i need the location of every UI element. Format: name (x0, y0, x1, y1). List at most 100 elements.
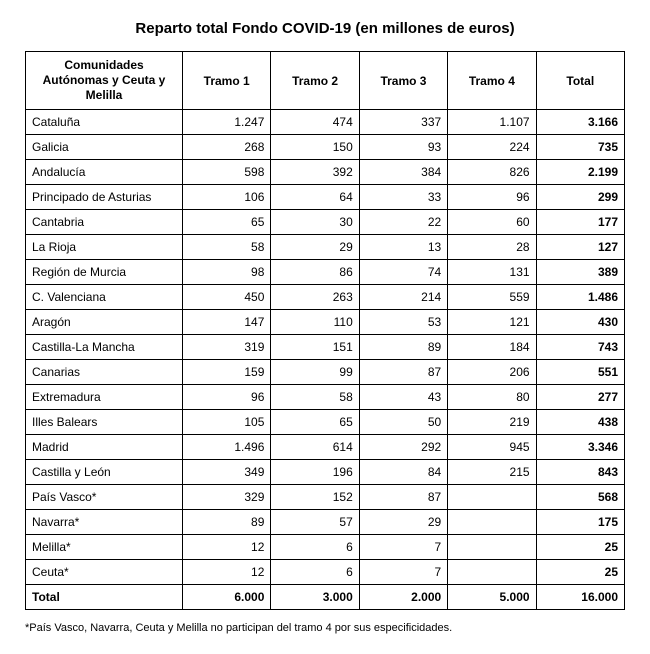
cell-total: 438 (536, 410, 624, 435)
cell-region: Cantabria (26, 210, 183, 235)
cell-tramo1: 349 (183, 460, 271, 485)
cell-region: Región de Murcia (26, 260, 183, 285)
table-row: Cantabria65302260177 (26, 210, 625, 235)
cell-tramo3: 33 (359, 185, 447, 210)
cell-region: Aragón (26, 310, 183, 335)
table-row: Madrid1.4966142929453.346 (26, 435, 625, 460)
cell-total: 3.166 (536, 110, 624, 135)
cell-total: 25 (536, 535, 624, 560)
cell-tramo4 (448, 560, 536, 585)
cell-tramo4 (448, 535, 536, 560)
cell-tramo2: 86 (271, 260, 359, 285)
cell-tramo3: 13 (359, 235, 447, 260)
cell-tramo4: 945 (448, 435, 536, 460)
cell-tramo3: 87 (359, 360, 447, 385)
cell-tramo3: 50 (359, 410, 447, 435)
cell-total: 3.346 (536, 435, 624, 460)
cell-tramo1: 106 (183, 185, 271, 210)
cell-tramo4: 826 (448, 160, 536, 185)
col-header-tramo3: Tramo 3 (359, 52, 447, 110)
cell-region: Principado de Asturias (26, 185, 183, 210)
cell-region: La Rioja (26, 235, 183, 260)
table-row: Navarra*895729175 (26, 510, 625, 535)
cell-tramo4: 28 (448, 235, 536, 260)
table-row: Extremadura96584380277 (26, 385, 625, 410)
cell-tramo2: 58 (271, 385, 359, 410)
cell-tramo3: 53 (359, 310, 447, 335)
cell-tramo1: 96 (183, 385, 271, 410)
cell-total: 735 (536, 135, 624, 160)
table-row: C. Valenciana4502632145591.486 (26, 285, 625, 310)
cell-tramo4: 184 (448, 335, 536, 360)
total-row: Total6.0003.0002.0005.00016.000 (26, 585, 625, 610)
cell-tramo3: 7 (359, 560, 447, 585)
cell-tramo4: 206 (448, 360, 536, 385)
cell-tramo2: 151 (271, 335, 359, 360)
table-row: Ceuta*1267 25 (26, 560, 625, 585)
cell-total: 430 (536, 310, 624, 335)
cell-tramo1: 12 (183, 560, 271, 585)
table-title: Reparto total Fondo COVID-19 (en millone… (25, 20, 625, 37)
cell-tramo2: 196 (271, 460, 359, 485)
cell-tramo4: 559 (448, 285, 536, 310)
cell-region: Castilla-La Mancha (26, 335, 183, 360)
cell-total: 175 (536, 510, 624, 535)
cell-tramo2: 6 (271, 560, 359, 585)
cell-tramo3: 87 (359, 485, 447, 510)
cell-tramo2: 64 (271, 185, 359, 210)
cell-tramo2: 65 (271, 410, 359, 435)
cell-region: Ceuta* (26, 560, 183, 585)
cell-total: 25 (536, 560, 624, 585)
cell-tramo4: 60 (448, 210, 536, 235)
cell-region: Andalucía (26, 160, 183, 185)
cell-tramo2: 392 (271, 160, 359, 185)
cell-region: Castilla y León (26, 460, 183, 485)
cell-total: 389 (536, 260, 624, 285)
table-row: Melilla*126725 (26, 535, 625, 560)
cell-region: Total (26, 585, 183, 610)
table-row: Castilla-La Mancha31915189184743 (26, 335, 625, 360)
cell-tramo1: 12 (183, 535, 271, 560)
cell-tramo1: 598 (183, 160, 271, 185)
cell-total: 16.000 (536, 585, 624, 610)
cell-tramo3: 22 (359, 210, 447, 235)
header-row: Comunidades Autónomas y Ceuta y Melilla … (26, 52, 625, 110)
cell-tramo1: 329 (183, 485, 271, 510)
cell-tramo4 (448, 485, 536, 510)
cell-tramo1: 159 (183, 360, 271, 385)
cell-tramo3: 2.000 (359, 585, 447, 610)
cell-region: País Vasco* (26, 485, 183, 510)
cell-total: 551 (536, 360, 624, 385)
cell-tramo1: 1.496 (183, 435, 271, 460)
table-row: Castilla y León34919684215843 (26, 460, 625, 485)
cell-tramo3: 89 (359, 335, 447, 360)
col-header-tramo1: Tramo 1 (183, 52, 271, 110)
cell-tramo4: 121 (448, 310, 536, 335)
cell-tramo2: 99 (271, 360, 359, 385)
cell-tramo1: 98 (183, 260, 271, 285)
cell-tramo2: 474 (271, 110, 359, 135)
cell-tramo1: 65 (183, 210, 271, 235)
cell-region: C. Valenciana (26, 285, 183, 310)
table-row: Aragón14711053121430 (26, 310, 625, 335)
cell-total: 843 (536, 460, 624, 485)
cell-tramo1: 58 (183, 235, 271, 260)
cell-tramo4: 224 (448, 135, 536, 160)
cell-tramo2: 30 (271, 210, 359, 235)
cell-total: 568 (536, 485, 624, 510)
table-row: Principado de Asturias106643396299 (26, 185, 625, 210)
table-row: Región de Murcia988674131389 (26, 260, 625, 285)
cell-tramo2: 152 (271, 485, 359, 510)
cell-total: 1.486 (536, 285, 624, 310)
cell-tramo3: 84 (359, 460, 447, 485)
col-header-region: Comunidades Autónomas y Ceuta y Melilla (26, 52, 183, 110)
cell-tramo1: 450 (183, 285, 271, 310)
cell-total: 127 (536, 235, 624, 260)
cell-total: 177 (536, 210, 624, 235)
cell-total: 2.199 (536, 160, 624, 185)
col-header-tramo2: Tramo 2 (271, 52, 359, 110)
table-row: Galicia26815093224735 (26, 135, 625, 160)
cell-tramo2: 29 (271, 235, 359, 260)
cell-tramo4: 219 (448, 410, 536, 435)
table-row: La Rioja58291328127 (26, 235, 625, 260)
